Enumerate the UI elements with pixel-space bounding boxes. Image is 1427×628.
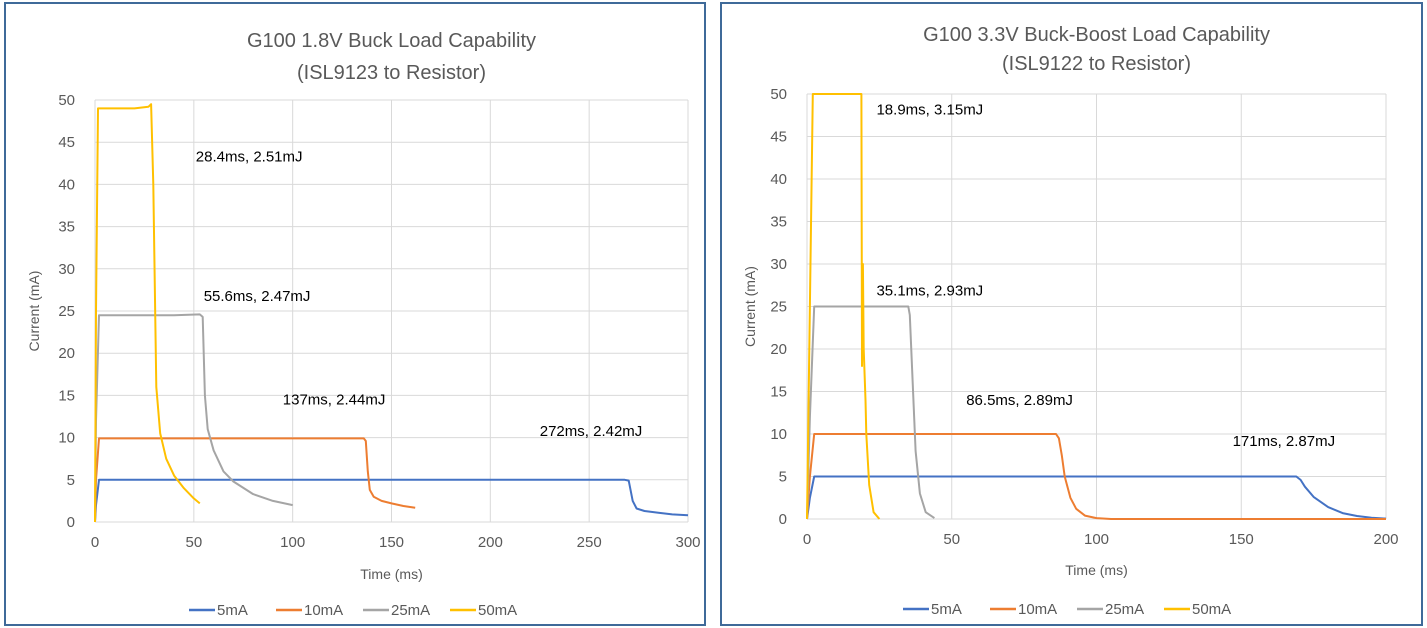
chart-buck-load-capability: G100 1.8V Buck Load Capability (ISL9123 t… <box>26 30 701 619</box>
y-tick-label: 10 <box>58 430 75 447</box>
y-tick-label: 0 <box>779 511 787 528</box>
legend-label: 50mA <box>478 602 517 619</box>
x-tick-label: 150 <box>379 534 404 551</box>
y-tick-label: 5 <box>67 472 75 489</box>
x-tick-label: 50 <box>185 534 202 551</box>
y-tick-label: 0 <box>67 514 75 531</box>
x-tick-label: 250 <box>577 534 602 551</box>
x-axis-label: Time (ms) <box>360 566 422 582</box>
x-tick-label: 0 <box>91 534 99 551</box>
y-tick-label: 30 <box>770 256 787 273</box>
data-annotation: 35.1ms, 2.93mJ <box>876 282 983 299</box>
series-line-10mA <box>94 437 416 523</box>
legend-label: 5mA <box>931 601 962 618</box>
y-tick-label: 35 <box>770 214 787 231</box>
x-tick-label: 50 <box>943 531 960 548</box>
y-tick-label: 45 <box>770 129 787 146</box>
chart-panel-left: G100 1.8V Buck Load Capability (ISL9123 t… <box>4 2 706 626</box>
chart-subtitle: (ISL9123 to Resistor) <box>297 62 486 84</box>
legend-label: 5mA <box>217 602 248 619</box>
y-tick-label: 50 <box>58 92 75 109</box>
chart-buck-boost-load-capability: G100 3.3V Buck-Boost Load Capability (ISL… <box>742 24 1399 618</box>
series-line-25mA <box>806 305 935 520</box>
y-axis-label: Current (mA) <box>26 271 42 352</box>
data-annotation: 55.6ms, 2.47mJ <box>204 288 311 305</box>
y-tick-label: 40 <box>770 171 787 188</box>
data-annotation: 18.9ms, 3.15mJ <box>876 101 983 118</box>
x-tick-label: 200 <box>1373 531 1398 548</box>
y-tick-label: 20 <box>58 345 75 362</box>
y-tick-label: 20 <box>770 341 787 358</box>
y-tick-label: 25 <box>58 303 75 320</box>
data-annotation: 171ms, 2.87mJ <box>1233 433 1336 450</box>
y-tick-label: 15 <box>58 387 75 404</box>
y-tick-label: 45 <box>58 134 75 151</box>
chart-subtitle: (ISL9122 to Resistor) <box>1002 53 1191 75</box>
x-tick-label: 100 <box>280 534 305 551</box>
series-line-25mA <box>94 313 293 523</box>
x-tick-label: 300 <box>675 534 700 551</box>
chart-title: G100 3.3V Buck-Boost Load Capability <box>923 24 1270 46</box>
x-tick-label: 200 <box>478 534 503 551</box>
y-tick-label: 10 <box>770 426 787 443</box>
series-line-50mA <box>94 103 201 523</box>
y-tick-label: 40 <box>58 176 75 193</box>
legend-label: 10mA <box>1018 601 1057 618</box>
legend-label: 25mA <box>1105 601 1144 618</box>
y-tick-label: 25 <box>770 299 787 316</box>
data-annotation: 86.5ms, 2.89mJ <box>966 392 1073 409</box>
series-line-5mA <box>806 475 1387 520</box>
data-annotation: 137ms, 2.44mJ <box>283 392 386 409</box>
y-tick-label: 30 <box>58 261 75 278</box>
series-line-5mA <box>94 478 689 523</box>
legend-label: 50mA <box>1192 601 1231 618</box>
legend-label: 10mA <box>304 602 343 619</box>
data-annotation: 272ms, 2.42mJ <box>540 423 643 440</box>
y-tick-label: 35 <box>58 219 75 236</box>
series-line-50mA <box>806 93 881 520</box>
x-tick-label: 0 <box>803 531 811 548</box>
y-axis-label: Current (mA) <box>742 266 758 347</box>
y-tick-label: 5 <box>779 469 787 486</box>
chart-panel-right: G100 3.3V Buck-Boost Load Capability (ISL… <box>720 2 1423 626</box>
y-tick-label: 15 <box>770 384 787 401</box>
data-annotation: 28.4ms, 2.51mJ <box>196 149 303 166</box>
x-axis-label: Time (ms) <box>1065 562 1127 578</box>
series-line-10mA <box>806 433 1386 520</box>
y-tick-label: 50 <box>770 86 787 103</box>
chart-title: G100 1.8V Buck Load Capability <box>247 30 536 52</box>
x-tick-label: 150 <box>1229 531 1254 548</box>
legend-label: 25mA <box>391 602 430 619</box>
x-tick-label: 100 <box>1084 531 1109 548</box>
